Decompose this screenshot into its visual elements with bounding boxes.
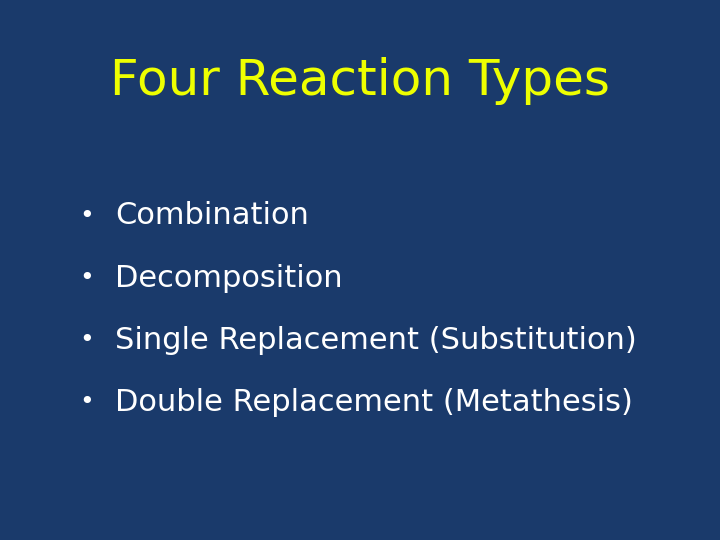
Text: Single Replacement (Substitution): Single Replacement (Substitution) (115, 326, 637, 355)
Text: Combination: Combination (115, 201, 309, 231)
Text: Four Reaction Types: Four Reaction Types (110, 57, 610, 105)
Text: •: • (79, 266, 94, 290)
Text: •: • (79, 328, 94, 352)
Text: •: • (79, 390, 94, 414)
Text: Double Replacement (Metathesis): Double Replacement (Metathesis) (115, 388, 633, 417)
Text: Decomposition: Decomposition (115, 264, 343, 293)
Text: •: • (79, 204, 94, 228)
